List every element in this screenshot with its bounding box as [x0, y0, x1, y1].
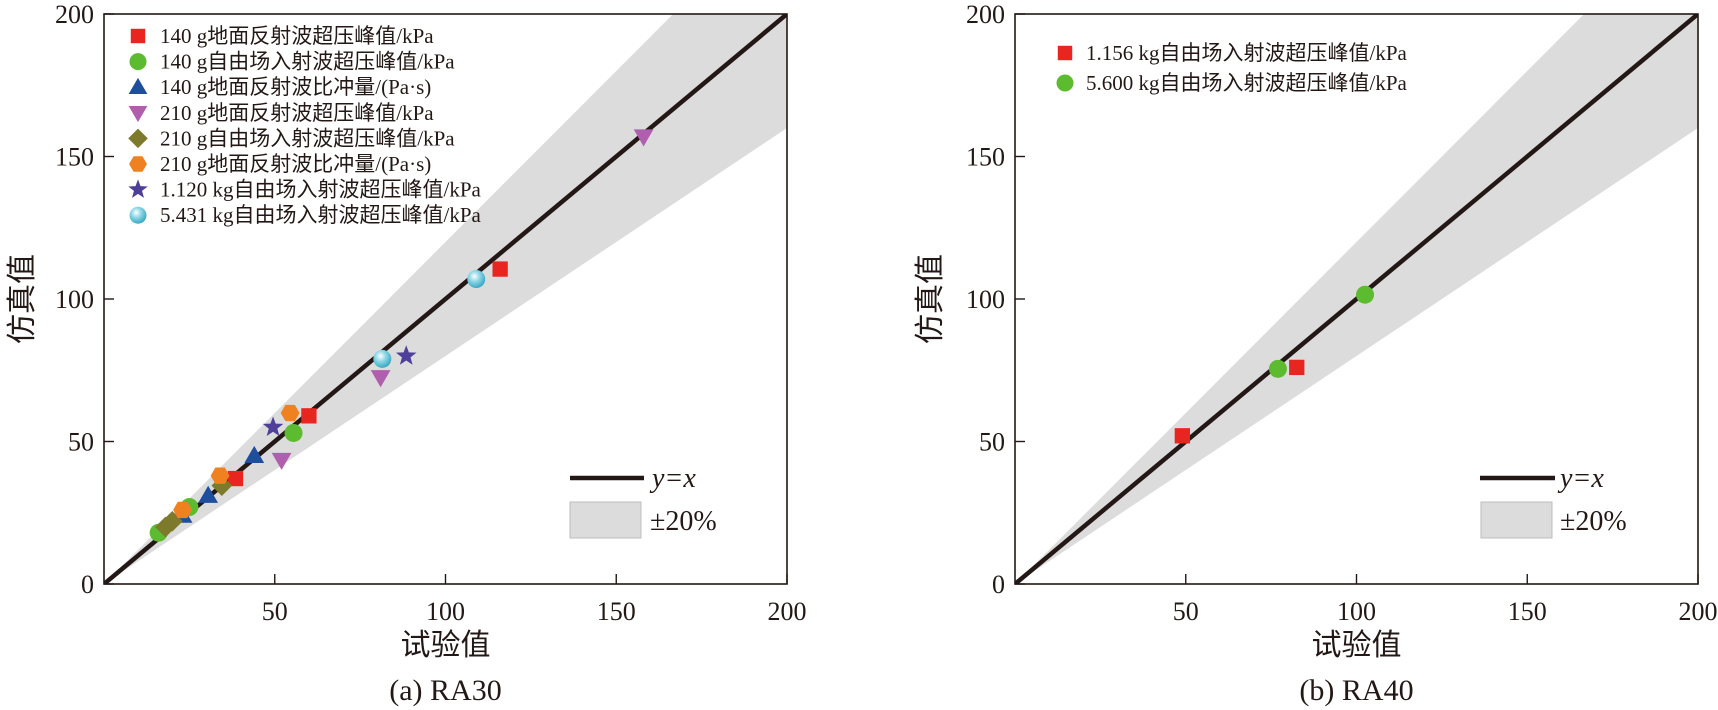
legend-label: 1.120 kg自由场入射波超压峰值/kPa: [160, 178, 482, 202]
legend-marker-square: [1057, 45, 1073, 61]
y-tick-label: 0: [81, 570, 94, 599]
x-axis-title: 试验值: [401, 628, 491, 663]
legend-label: 5.431 kg自由场入射波超压峰值/kPa: [160, 203, 482, 227]
legend-label: 140 g自由场入射波超压峰值/kPa: [160, 50, 455, 74]
data-point-triangle-down: [633, 129, 654, 147]
legend-label: 1.156 kg自由场入射波超压峰值/kPa: [1086, 41, 1408, 65]
key-band-label: ±20%: [650, 506, 717, 537]
y-tick-label: 150: [55, 143, 94, 172]
x-tick-label: 50: [262, 597, 288, 626]
key-band-label: ±20%: [1560, 506, 1627, 537]
data-point-sphere: [373, 349, 392, 368]
reference-line-y-equals-x: [1015, 14, 1698, 584]
x-axis-title: 试验值: [1312, 628, 1402, 663]
legend-label: 210 g地面反射波超压峰值/kPa: [160, 101, 434, 125]
y-tick-label: 100: [966, 285, 1005, 314]
data-point-square: [1289, 359, 1305, 376]
data-point-star: [262, 416, 284, 436]
x-tick-label: 100: [1337, 597, 1376, 626]
data-point-hexagon: [210, 467, 230, 484]
panel-a: 0 50 100 150 200 50 100 150 200 试验值 仿真值 (a) RA30 140…: [5, 0, 807, 707]
data-point-square: [1174, 428, 1190, 444]
data-point-square: [492, 261, 508, 277]
x-tick-label: 50: [1173, 597, 1199, 626]
x-tick-label: 150: [1508, 597, 1547, 626]
y-tick-label: 0: [992, 570, 1005, 599]
legend-label: 210 g地面反射波比冲量/(Pa·s): [160, 152, 431, 176]
legend-marker-triangle-down: [128, 106, 148, 123]
y-tick-label: 200: [966, 0, 1005, 29]
data-point-triangle-up: [244, 445, 265, 463]
y-tick-label: 50: [979, 428, 1005, 457]
data-point-sphere: [467, 270, 486, 289]
data-point-triangle-up: [198, 485, 219, 503]
y-axis-title: 仿真值: [913, 254, 948, 344]
data-point-square: [301, 408, 317, 424]
legend-label: 140 g地面反射波比冲量/(Pa·s): [160, 75, 431, 99]
legend-marker-diamond: [128, 128, 148, 149]
data-point-triangle-down: [271, 452, 292, 470]
data-point-circle: [1356, 285, 1375, 304]
legend-marker-circle: [129, 53, 147, 71]
y-axis-title: 仿真值: [5, 254, 40, 344]
key-band-swatch: [569, 501, 642, 539]
y-tick-label: 150: [966, 143, 1005, 172]
data-point-hexagon: [280, 404, 300, 422]
legend-marker-hexagon: [129, 156, 147, 172]
key-line-label: y=x: [1557, 463, 1604, 494]
x-tick-label: 150: [597, 597, 636, 626]
panel-caption: (a) RA30: [389, 674, 501, 707]
x-tick-label: 100: [426, 597, 465, 626]
y-tick-label: 50: [68, 428, 94, 457]
data-point-circle: [1268, 359, 1287, 378]
legend-marker-star: [128, 179, 148, 198]
y-tick-label: 200: [55, 0, 94, 29]
data-point-star: [395, 345, 417, 365]
data-point-square: [227, 470, 244, 487]
data-point-diamond: [155, 516, 176, 538]
legend-label: 5.600 kg自由场入射波超压峰值/kPa: [1086, 71, 1408, 95]
legend-marker-square: [130, 28, 146, 44]
key-line-label: y=x: [649, 463, 696, 494]
legend-marker-sphere: [129, 206, 147, 224]
legend-marker-circle: [1056, 74, 1074, 92]
x-tick-label: 200: [1679, 597, 1718, 626]
legend-label: 210 g自由场入射波超压峰值/kPa: [160, 126, 455, 150]
legend-label: 140 g地面反射波超压峰值/kPa: [160, 24, 434, 48]
x-tick-label: 200: [768, 597, 807, 626]
data-point-triangle-down: [370, 370, 391, 388]
data-point-hexagon: [173, 501, 192, 519]
legend-marker-triangle-up: [128, 77, 148, 94]
panel-caption: (b) RA40: [1299, 674, 1413, 707]
panel-b: 0 50 100 150 200 50 100 150 200 试验值 仿真值 (b) RA40 1.1…: [913, 0, 1718, 707]
y-tick-label: 100: [55, 285, 94, 314]
data-point-circle: [284, 423, 303, 442]
key-band-swatch: [1480, 501, 1553, 539]
